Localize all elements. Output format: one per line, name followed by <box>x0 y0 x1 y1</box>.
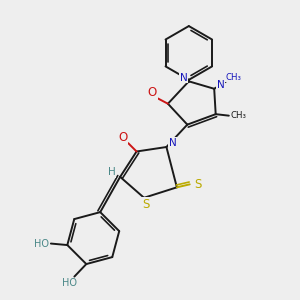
Text: CH₃: CH₃ <box>231 111 247 120</box>
Text: O: O <box>118 131 128 144</box>
Text: N: N <box>169 137 176 148</box>
Text: S: S <box>194 178 202 191</box>
Text: HO: HO <box>62 278 77 289</box>
Text: N: N <box>180 73 187 83</box>
Text: H: H <box>108 167 116 177</box>
Text: CH₃: CH₃ <box>226 73 242 82</box>
Text: O: O <box>148 86 157 100</box>
Text: HO: HO <box>34 238 50 249</box>
Text: S: S <box>142 198 149 211</box>
Text: N: N <box>217 80 225 90</box>
